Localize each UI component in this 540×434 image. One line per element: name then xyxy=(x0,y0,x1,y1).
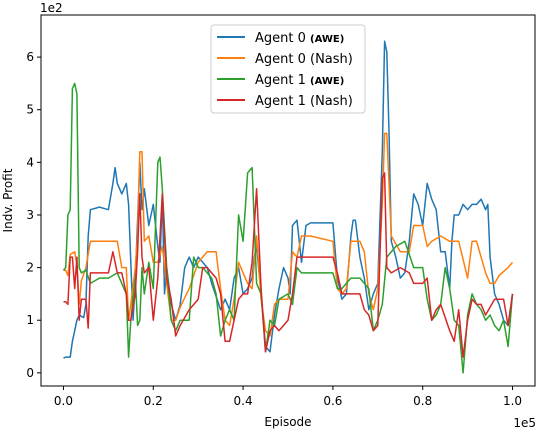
legend-label-0: Agent 0 (AWE) xyxy=(255,31,344,46)
legend-label-main: Agent 1 xyxy=(255,73,310,88)
y-tick-label: 2 xyxy=(26,261,34,275)
y-axis-label: Indv. Profit xyxy=(1,168,15,232)
x-tick-label: 0.4 xyxy=(234,394,253,408)
x-axis-ticks: 0.0 0.2 0.4 0.6 0.8 1.0 xyxy=(54,386,522,408)
series-line-3 xyxy=(63,172,514,358)
y-tick-label: 3 xyxy=(26,208,34,222)
plot-frame xyxy=(40,14,536,387)
legend-label-tag: (AWE) xyxy=(310,76,344,87)
legend-label-1: Agent 0 (Nash) xyxy=(255,52,353,67)
x-tick-label: 0.6 xyxy=(323,394,342,408)
legend-label-main: Agent 1 (Nash) xyxy=(255,94,353,109)
x-tick-label: 0.2 xyxy=(144,394,163,408)
legend: Agent 0 (AWE) Agent 0 (Nash) Agent 1 (AWE)… xyxy=(210,24,366,114)
y-tick-label: 4 xyxy=(26,155,34,169)
x-tick-label: 0.0 xyxy=(54,394,73,408)
y-axis-ticks: 0 1 2 3 4 5 6 xyxy=(26,50,41,380)
x-tick-label: 0.8 xyxy=(413,394,432,408)
y-tick-label: 5 xyxy=(26,103,34,117)
legend-label-main: Agent 0 xyxy=(255,31,310,46)
legend-label-main: Agent 0 (Nash) xyxy=(255,52,353,67)
legend-label-tag: (AWE) xyxy=(310,34,344,45)
legend-label-3: Agent 1 (Nash) xyxy=(255,94,353,109)
series-layer xyxy=(62,40,514,374)
legend-label-2: Agent 1 (AWE) xyxy=(255,73,344,88)
y-tick-label: 0 xyxy=(26,366,34,380)
x-axis-multiplier: 1e5 xyxy=(513,416,536,429)
y-tick-label: 6 xyxy=(26,50,34,64)
series-line-1 xyxy=(63,132,514,337)
series-line-2 xyxy=(62,82,514,374)
y-axis-multiplier: 1e2 xyxy=(40,1,63,15)
x-axis-label: Episode xyxy=(264,415,311,429)
x-tick-label: 1.0 xyxy=(503,394,522,408)
legend-frame xyxy=(210,24,366,114)
series-line-0 xyxy=(63,40,514,359)
y-tick-label: 1 xyxy=(26,313,34,327)
